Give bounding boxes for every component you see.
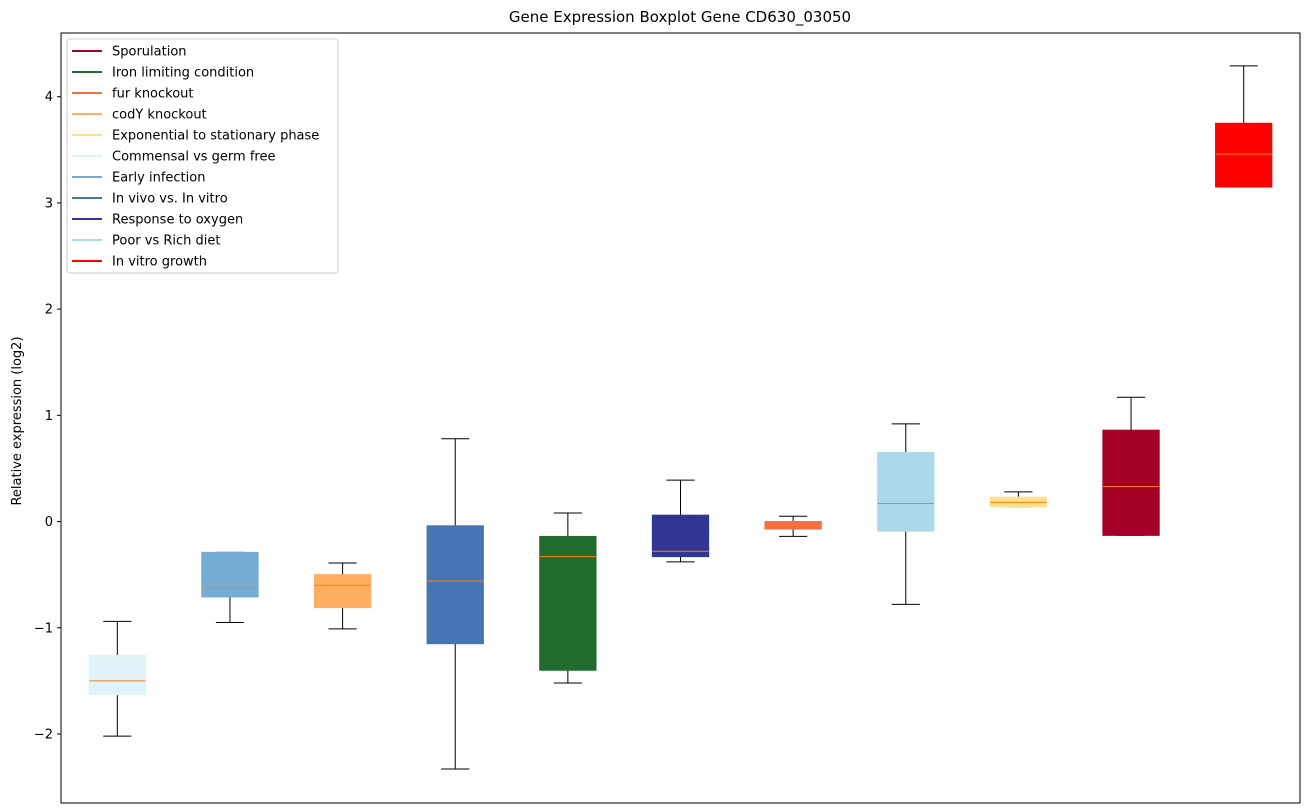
box-sporulation [1102,396,1160,536]
box-response-to-oxygen [651,479,710,563]
y-axis-ticks: −2 −1 0 1 2 3 4 [34,90,61,742]
legend-label: In vivo vs. In vitro [112,192,228,207]
box-body [201,551,259,598]
box-exponential-to-stationary-phase [989,491,1048,508]
y-tick-label: 1 [45,409,53,424]
y-axis-label: Relative expression (log2) [10,336,25,505]
box-body [989,496,1048,508]
legend-label: Iron limiting condition [112,66,254,81]
legend-item: Early infection [72,171,205,186]
legend-item: Response to oxygen [72,213,243,228]
box-iron-limiting-condition [539,512,597,684]
legend-label: Sporulation [112,45,187,60]
y-tick-label: 3 [45,196,53,211]
legend-item: In vitro growth [72,255,207,270]
box-body [313,574,372,609]
legend-box [66,38,339,274]
box-cody-knockout [313,562,372,630]
box-in-vivo-vs-in-vitro [426,438,484,770]
box-early-infection [201,551,259,623]
legend: Sporulation Iron limiting condition fur kn… [66,38,339,274]
legend-label: Exponential to stationary phase [112,129,319,144]
legend-item: Poor vs Rich diet [72,234,220,249]
plot-frame [60,32,1301,804]
y-tick-label: 4 [45,90,53,105]
legend-label: fur knockout [112,87,194,102]
box-commensal-vs-germ-free [88,620,146,737]
box-body [539,535,597,671]
box-in-vitro-growth [1215,65,1273,188]
boxes-group [88,65,1273,770]
legend-item: fur knockout [72,87,194,102]
legend-label: Response to oxygen [112,213,243,228]
legend-label: Poor vs Rich diet [112,234,220,249]
legend-label: Commensal vs germ free [112,150,275,165]
legend-label: In vitro growth [112,255,207,270]
legend-label: Early infection [112,171,205,186]
box-body [88,654,146,696]
box-body [426,525,484,645]
legend-item: Commensal vs germ free [72,150,275,165]
box-body [877,452,935,532]
legend-item: Exponential to stationary phase [72,129,319,144]
y-tick-label: 0 [45,515,53,530]
box-body [1102,429,1160,536]
y-tick-label: −1 [34,621,53,636]
box-poor-vs-rich-diet [877,423,935,605]
box-body [651,514,710,558]
legend-item: In vivo vs. In vitro [72,192,228,207]
y-tick-label: 2 [45,303,53,318]
legend-label: codY knockout [112,108,207,123]
legend-item: Sporulation [72,45,187,60]
y-tick-label: −2 [34,727,53,742]
box-fur-knockout [764,515,822,537]
chart-title: Gene Expression Boxplot Gene CD630_03050 [509,8,851,27]
legend-item: codY knockout [72,108,207,123]
legend-item: Iron limiting condition [72,66,254,81]
box-body [1215,122,1273,188]
box-body [764,521,822,530]
